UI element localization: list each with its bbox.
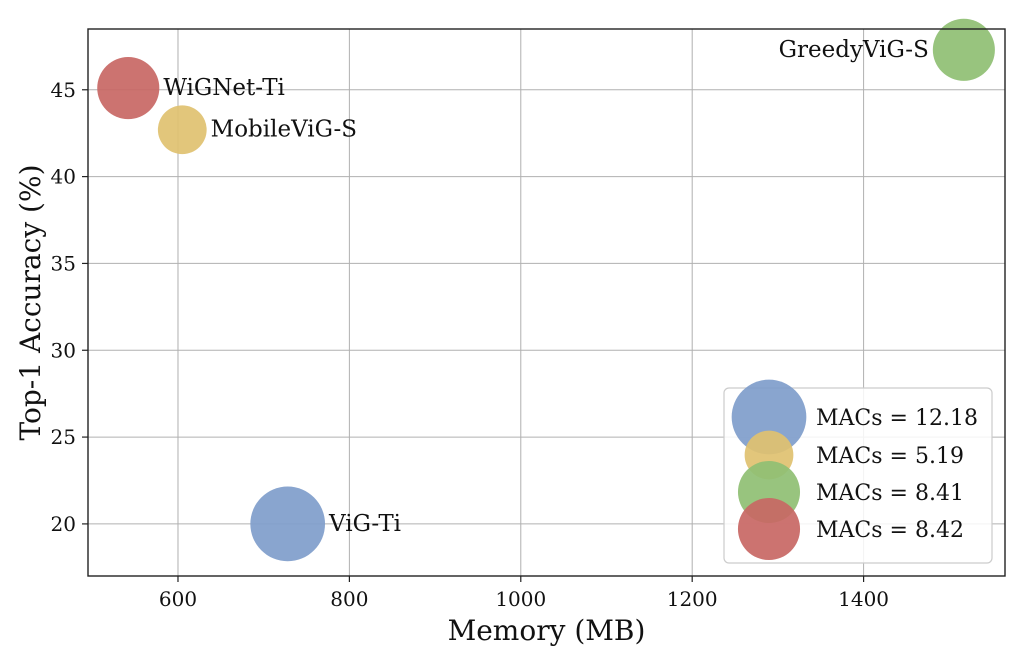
- y-tick-label: 25: [51, 425, 76, 449]
- x-tick-label: 1000: [495, 587, 546, 611]
- x-tick-label: 800: [330, 587, 368, 611]
- grid-lines: [88, 29, 1005, 576]
- x-tick-label: 600: [159, 587, 197, 611]
- point-label: MobileViG-S: [211, 117, 357, 143]
- axis-ticks: 600 800 1000 1200 1400 20 25 30 35 40 45: [51, 78, 889, 611]
- point-labels: ViG-Ti MobileViG-S GreedyViG-S WiGNet-Ti: [163, 37, 929, 537]
- legend-marker: [731, 379, 807, 455]
- point-label: GreedyViG-S: [779, 37, 929, 63]
- y-axis-title: Top-1 Accuracy (%): [14, 164, 47, 440]
- data-point: [157, 105, 207, 155]
- legend-label: MACs = 8.41: [816, 481, 964, 506]
- legend: MACs = 12.18 MACs = 5.19 MACs = 8.41 MACs =…: [723, 379, 993, 564]
- x-tick-label: 1400: [838, 587, 889, 611]
- plot-frame: [87, 28, 1006, 577]
- data-points: [97, 18, 995, 562]
- legend-label: MACs = 5.19: [816, 444, 964, 469]
- y-tick-label: 30: [51, 338, 76, 362]
- y-tick-label: 35: [51, 251, 76, 275]
- x-tick-label: 1200: [667, 587, 718, 611]
- legend-label: MACs = 8.42: [816, 518, 964, 543]
- point-label: WiGNet-Ti: [163, 75, 285, 101]
- y-tick-label: 45: [51, 78, 76, 102]
- y-tick-label: 20: [51, 512, 76, 536]
- data-point: [250, 486, 326, 562]
- point-label: ViG-Ti: [328, 511, 401, 537]
- legend-marker: [737, 497, 801, 561]
- data-point: [97, 56, 160, 120]
- y-tick-label: 40: [51, 165, 76, 189]
- legend-label: MACs = 12.18: [816, 406, 978, 431]
- data-point: [932, 18, 995, 81]
- x-axis-title: Memory (MB): [448, 614, 646, 647]
